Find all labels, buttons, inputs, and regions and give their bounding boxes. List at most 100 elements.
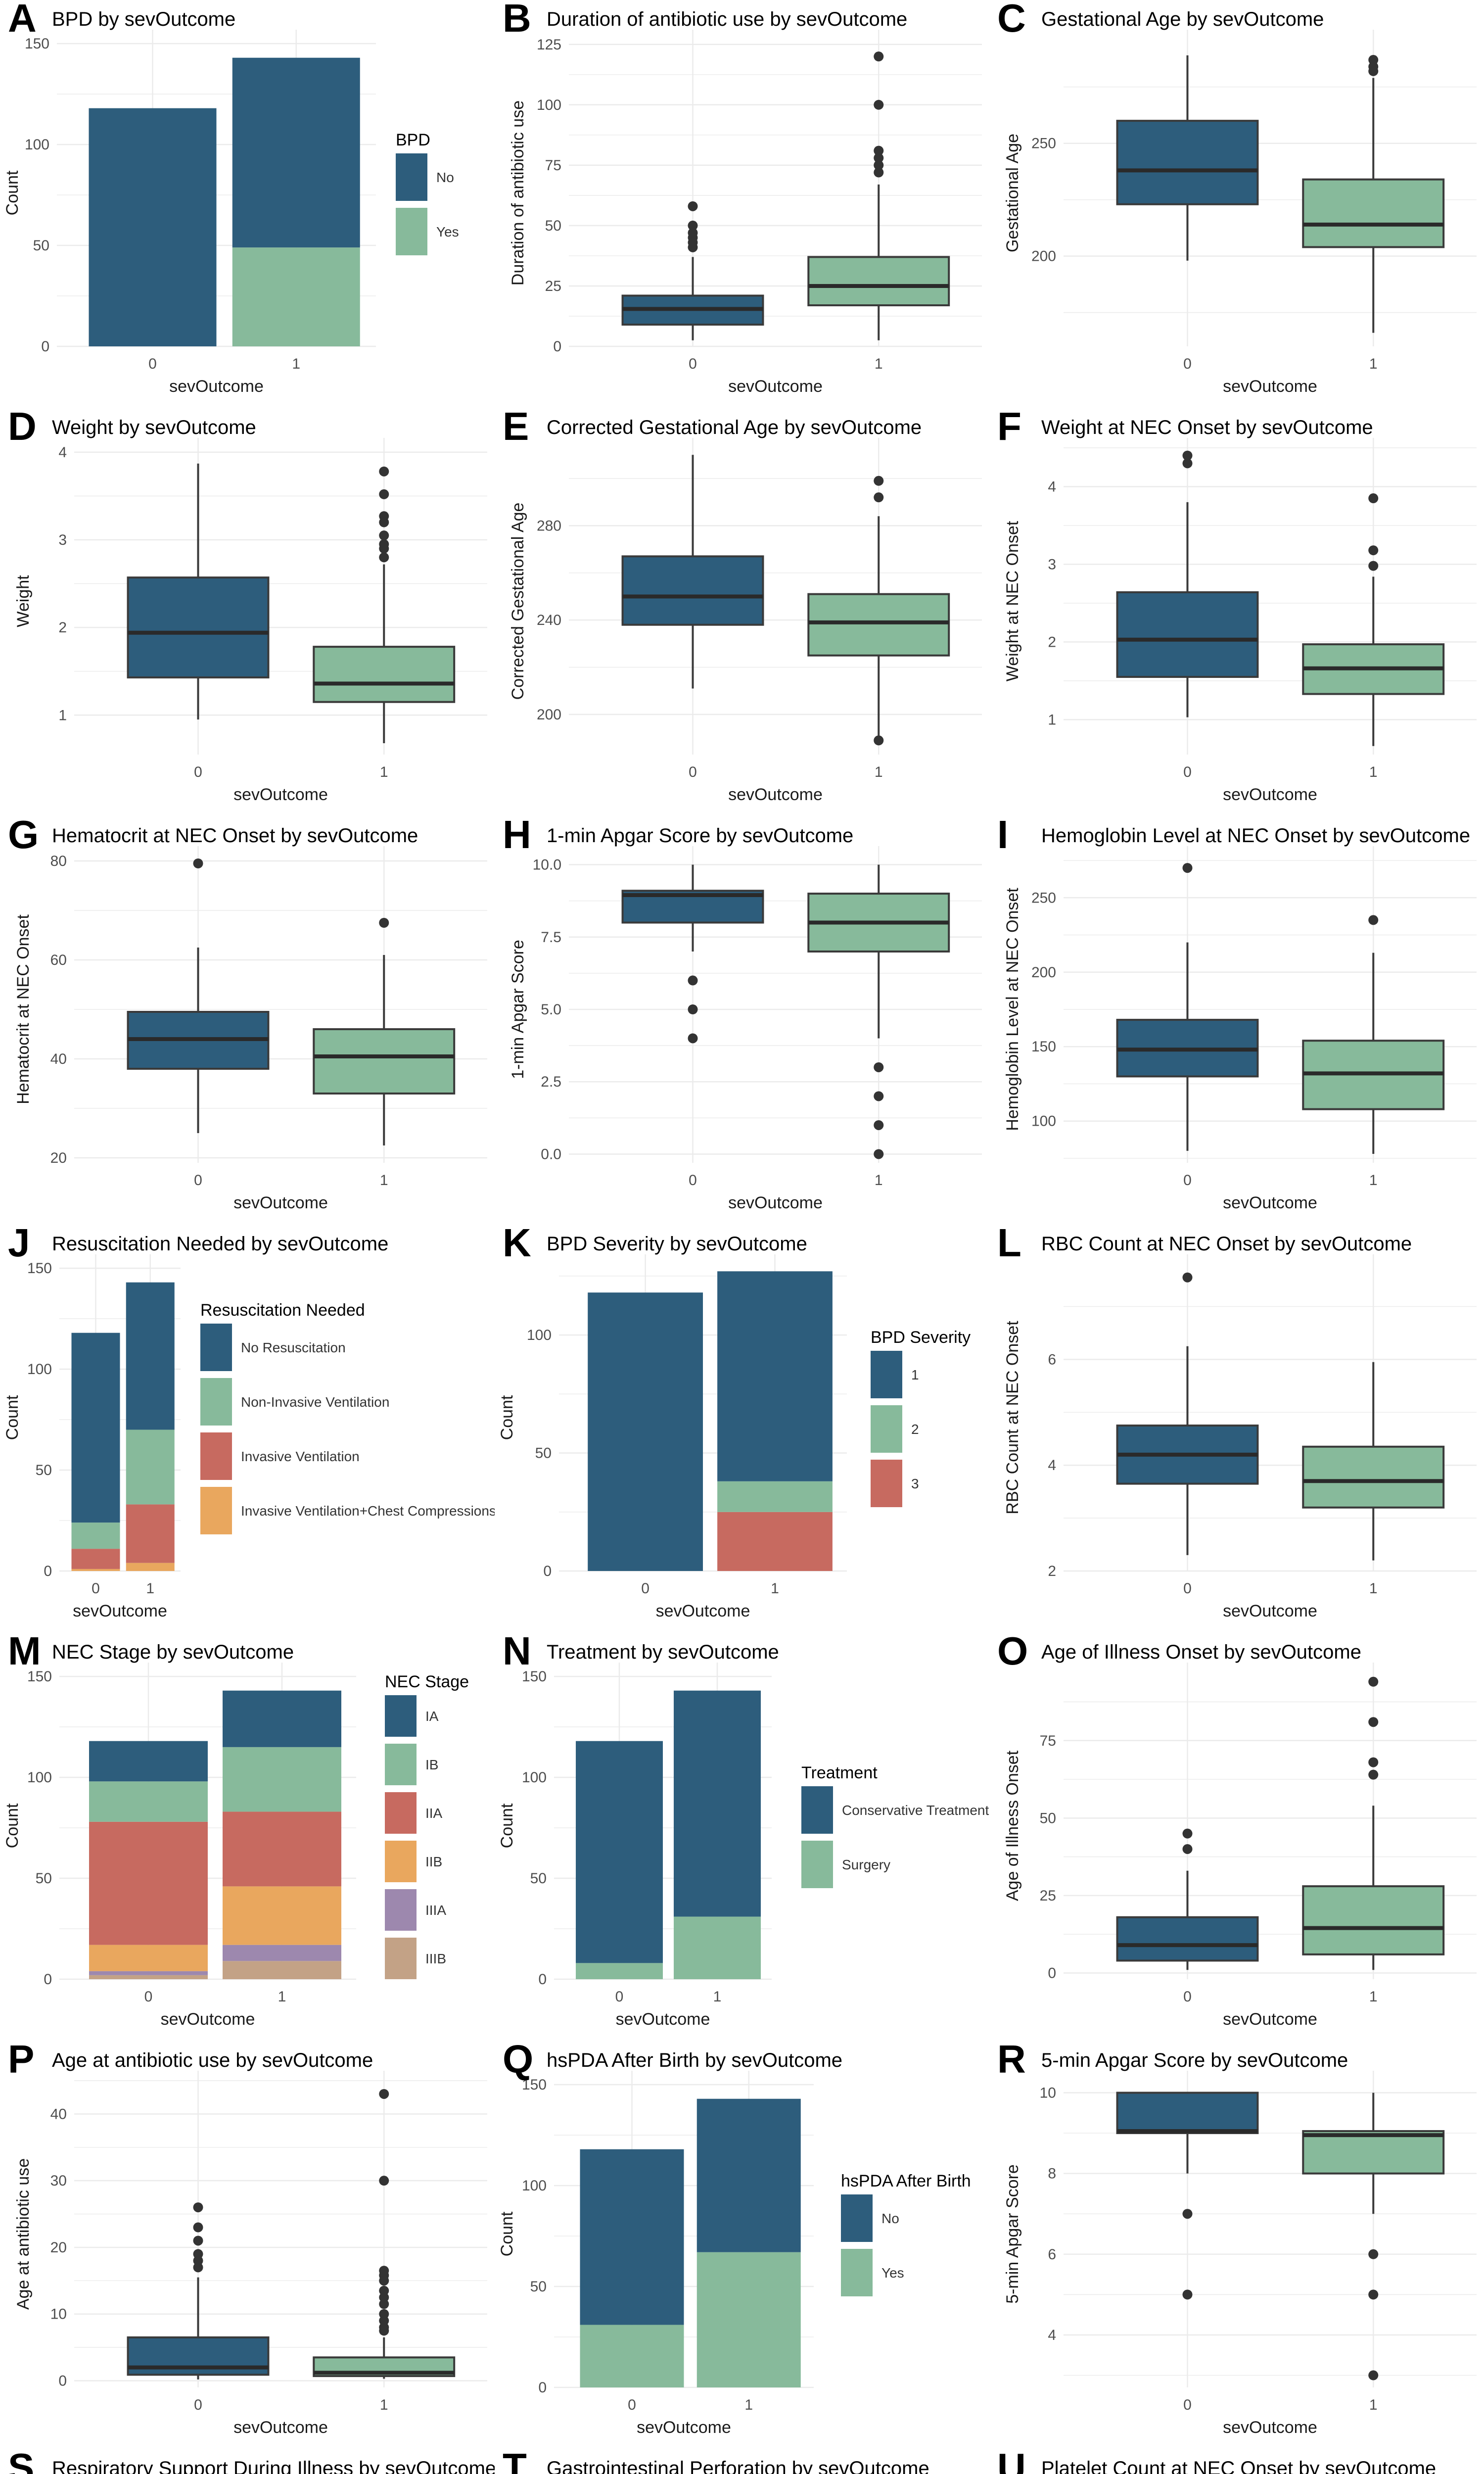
bar-segment-M-0-IA [89,1741,208,1782]
bar-segment-M-1-IIB [223,1886,341,1945]
y-tick-label: 10 [50,2306,67,2323]
outlier-point [1182,450,1193,461]
panel-title: Corrected Gestational Age by sevOutcome [547,417,922,438]
x-tick-label: 1 [292,356,300,372]
outlier-point [379,552,389,563]
legend-swatch-No [396,153,427,201]
y-tick-label: 6 [1048,2246,1056,2263]
y-tick-label: 4 [1048,1457,1056,1474]
panel-title: 1-min Apgar Score by sevOutcome [547,825,853,847]
y-tick-label: 50 [530,1870,547,1887]
y-tick-label: 50 [1040,1810,1056,1826]
y-tick-label: 0 [44,1563,52,1579]
panel-letter: P [8,2041,34,2081]
y-axis-title: Count [498,1395,516,1440]
bar-segment-M-1-IA [223,1690,341,1747]
panel-letter: R [997,2041,1026,2081]
x-tick-label: 0 [689,1172,697,1189]
panel-K: 0 50 100 0 1 sevOutcome Count K BPD Severity by … [495,1225,989,1633]
y-tick-label: 280 [537,518,561,534]
bar-segment-M-0-IIA [89,1821,208,1945]
y-axis-title: Age of Illness Onset [1003,1750,1022,1901]
y-axis-title: Count [3,1395,22,1440]
y-tick-label: 50 [33,238,49,254]
legend-title: BPD Severity [871,1328,971,1347]
panel-letter: G [8,816,39,856]
x-tick-label: 1 [146,1580,154,1597]
x-axis-title: sevOutcome [169,377,264,396]
bar-segment-K-0-1 [588,1292,703,1571]
panel-letter: L [997,1225,1021,1265]
y-tick-label: 0 [543,1563,552,1579]
outlier-point [688,201,698,211]
legend-swatch-Surgery [801,1841,833,1888]
panel-title: BPD by sevOutcome [52,8,235,30]
panel-letter: Q [503,2041,533,2081]
legend-title: hsPDA After Birth [841,2172,971,2190]
panel-title: Platelet Count at NEC Onset by sevOutcom… [1041,2458,1436,2474]
bar-segment-Q-1-No [696,2098,801,2252]
bar-segment-J-0-Invasive Ventilation [71,1549,120,1569]
x-tick-label: 1 [380,2397,388,2413]
legend-swatch-IIB [385,1841,417,1882]
y-axis-title: RBC Count at NEC Onset [1003,1321,1022,1515]
legend-label: No [881,2211,899,2226]
y-axis-title: 5-min Apgar Score [1003,2164,1022,2304]
x-axis-title: sevOutcome [728,785,823,804]
bar-segment-N-0-Surgery [576,1963,663,1979]
legend-swatch-Conservative Treatment [801,1786,833,1834]
outlier-point [874,99,884,110]
bar-segment-N-1-Surgery [674,1916,761,1979]
panel-title: Hemoglobin Level at NEC Onset by sevOutc… [1041,825,1470,847]
y-axis-title: Age at antibiotic use [14,2158,33,2310]
panel-letter: K [503,1225,531,1265]
x-tick-label: 0 [148,356,157,372]
outlier-point [1368,2370,1379,2380]
legend-swatch-IB [385,1744,417,1785]
outlier-point [379,511,389,522]
panel-J: 0 50 100 150 0 1 sevOutcome Count J Resuscitation… [0,1225,495,1633]
y-tick-label: 50 [545,218,561,234]
legend-label: 3 [911,1476,919,1491]
x-tick-label: 1 [278,1989,286,2005]
y-tick-label: 0 [538,2379,547,2396]
x-tick-label: 0 [641,1580,649,1597]
bar-segment-M-1-IIIB [223,1961,341,1979]
y-axis-title: Hemoglobin Level at NEC Onset [1003,888,1022,1131]
outlier-point [379,2285,389,2296]
y-tick-label: 150 [27,1260,52,1277]
y-tick-label: 1 [58,707,67,723]
box-O-1 [1302,1885,1445,1955]
panel-P: 0 10 20 30 40 0 1 sevOutcome Age at antibiotic u… [0,2041,495,2449]
outlier-point [193,2202,203,2213]
panel-O-chart: 0 25 50 75 0 1 sevOutcome Age of Illness Onset O… [997,1633,1477,2029]
x-tick-label: 0 [689,764,697,780]
outlier-point [379,489,389,499]
bar-segment-Q-1-Yes [696,2252,801,2387]
y-axis-title: Count [3,170,22,215]
outlier-point [1368,1757,1379,1767]
y-tick-label: 50 [530,2279,547,2295]
panel-E-chart: 200 240 280 0 1 sevOutcome Corrected Gestation… [503,408,982,804]
box-D-1 [313,646,456,703]
outlier-point [874,1149,884,1159]
y-axis-title: Count [498,1803,516,1848]
legend-label: IA [425,1709,439,1724]
legend-label: IIB [425,1854,442,1869]
y-tick-label: 100 [25,137,49,153]
x-tick-label: 1 [744,2397,753,2413]
y-tick-label: 150 [25,36,49,52]
y-tick-label: 10.0 [533,857,561,873]
outlier-point [1368,561,1379,571]
outlier-point [379,918,389,928]
y-tick-label: 150 [522,2077,547,2093]
panel-letter: M [8,1633,41,1673]
outlier-point [874,51,884,62]
outlier-point [1368,545,1379,556]
panel-L-chart: 2 4 6 0 1 sevOutcome RBC Count at NEC Onset L RB… [997,1225,1477,1620]
legend-label: IB [425,1757,438,1772]
legend-label: Yes [881,2265,904,2281]
panel-title: NEC Stage by sevOutcome [52,1641,294,1663]
legend-label: Conservative Treatment [842,1803,989,1818]
